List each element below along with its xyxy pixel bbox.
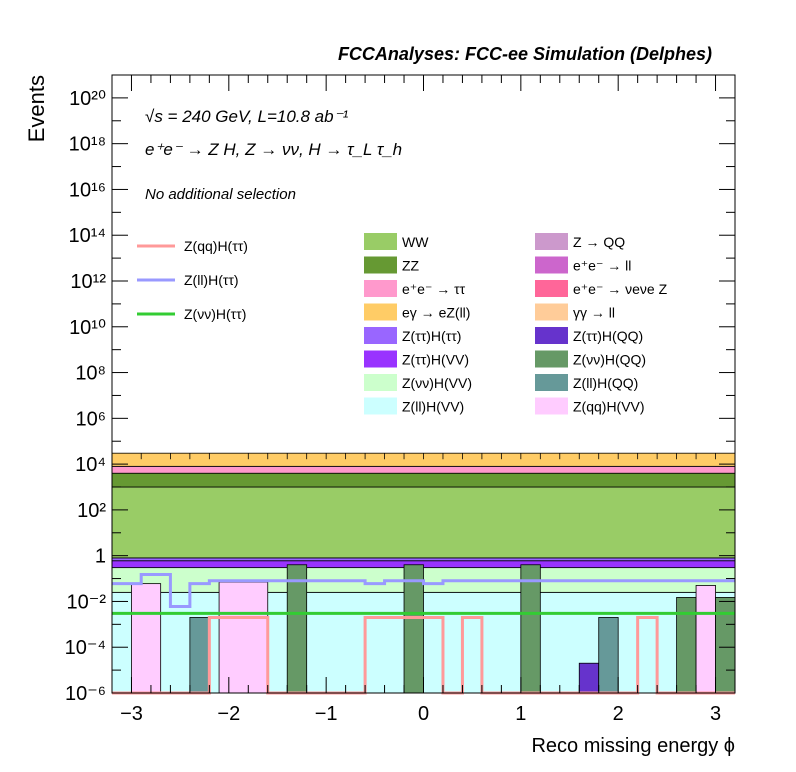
low-bar-3 — [286, 564, 308, 694]
legend-label: e⁺e⁻ → νeνe Z — [573, 281, 668, 297]
legend-swatch-10 — [364, 350, 397, 368]
legend-swatch-4 — [364, 280, 397, 297]
legend-swatch-8 — [364, 327, 397, 344]
legend-label: Z(ll)H(QQ) — [573, 375, 638, 391]
y-tick-label: 10¹² — [70, 271, 106, 293]
low-bar-4 — [403, 564, 424, 694]
y-tick-label: 10¹⁶ — [69, 179, 106, 201]
legend-swatch-11 — [535, 350, 568, 368]
legend-label: γγ → ll — [573, 305, 615, 321]
y-tick-label: 10¹⁸ — [69, 134, 106, 156]
y-axis-label: Events — [24, 75, 49, 142]
legend-swatch-6 — [364, 303, 397, 321]
legend-label: e⁺e⁻ → ll — [573, 258, 631, 274]
y-tick-label: 10² — [77, 500, 106, 522]
legend-label: Z(ττ)H(ττ) — [402, 328, 461, 344]
legend-label: Z(ll)H(VV) — [402, 399, 464, 415]
x-tick-label: 3 — [710, 703, 721, 725]
legend-label: Z(ττ)H(VV) — [402, 352, 469, 368]
low-bar-8 — [676, 597, 697, 694]
legend-label: Z(ττ)H(QQ) — [573, 328, 643, 344]
y-tick-label: 1 — [95, 546, 106, 568]
plot-area — [111, 452, 736, 695]
low-bar-1 — [189, 617, 210, 694]
y-tick-label: 10⁻⁶ — [65, 683, 106, 705]
legend-label: ZZ — [402, 258, 420, 274]
x-tick-label: 1 — [515, 703, 526, 725]
axes: 10⁻⁶ 10⁻⁴ 10⁻² 1 10² 10⁴ 10⁶ 10⁸ 10¹⁰ 10¹² 10¹⁴ 10¹… — [65, 74, 736, 725]
legend-label: Z(ll)H(ττ) — [184, 272, 239, 288]
low-bar-6 — [578, 662, 600, 694]
stack-band-4 — [111, 486, 736, 559]
signal-line-1 — [112, 573, 735, 609]
legend-swatch-9 — [535, 327, 568, 344]
x-tick-label: 0 — [418, 703, 429, 725]
legend-swatch-5 — [535, 280, 568, 297]
legend-swatch-1 — [535, 233, 568, 250]
legend-swatch-7 — [535, 303, 568, 321]
legend-label: Z(qq)H(ττ) — [184, 238, 248, 254]
y-tick-label: 10¹⁴ — [69, 225, 107, 247]
legend-swatch-2 — [364, 256, 397, 274]
x-tick-label: 2 — [613, 703, 624, 725]
x-axis-label: Reco missing energy ϕ — [531, 735, 735, 757]
chart-header: FCCAnalyses: FCC-ee Simulation (Delphes) — [338, 44, 712, 64]
low-bar-2 — [218, 581, 269, 694]
y-tick-label: 10²⁰ — [69, 88, 106, 110]
legend-label: Z(νν)H(ττ) — [184, 306, 246, 322]
legend-label: WW — [402, 234, 429, 250]
y-tick-label: 10⁴ — [75, 454, 106, 476]
legend-swatch-12 — [364, 374, 397, 391]
y-tick-label: 10⁻⁴ — [65, 637, 106, 659]
stack-band-5 — [111, 472, 736, 488]
legend-label: Z(νν)H(QQ) — [573, 352, 646, 368]
legend-label: eγ → eZ(ll) — [402, 305, 470, 321]
legend-swatch-14 — [364, 397, 397, 415]
legend-swatch-0 — [364, 233, 397, 250]
stack-band-3 — [111, 557, 736, 562]
legend-label: Z(νν)H(VV) — [402, 375, 472, 391]
x-tick-label: −3 — [120, 703, 143, 725]
y-tick-label: 10⁶ — [76, 408, 106, 430]
legend-label: e⁺e⁻ → ττ — [402, 281, 466, 297]
legend-label: Z(qq)H(VV) — [573, 399, 645, 415]
y-tick-label: 10¹⁰ — [69, 317, 106, 339]
x-tick-label: −1 — [315, 703, 338, 725]
legend: Z(qq)H(ττ) Z(ll)H(ττ) Z(νν)H(ττ) WW Z → QQ ZZ… — [137, 233, 668, 415]
y-tick-label: 10⁻² — [67, 591, 107, 613]
low-bar-9 — [695, 585, 716, 694]
legend-label: Z → QQ — [573, 234, 625, 250]
low-bar-10 — [715, 597, 736, 694]
annotation-process: e⁺e⁻ → Z H, Z → νν, H → τ_L τ_h — [145, 140, 402, 159]
legend-swatch-13 — [535, 374, 568, 391]
stack-band-6 — [111, 465, 736, 474]
legend-swatch-15 — [535, 397, 568, 415]
x-tick-label: −2 — [217, 703, 240, 725]
low-bar-0 — [131, 583, 162, 694]
low-bar-7 — [598, 617, 619, 694]
legend-swatch-3 — [535, 256, 568, 274]
low-bar-5 — [520, 564, 541, 694]
annotation-selection: No additional selection — [145, 186, 296, 203]
annotation-energy-lumi: √s = 240 GeV, L=10.8 ab⁻¹ — [145, 107, 349, 126]
y-tick-label: 10⁸ — [75, 363, 106, 385]
